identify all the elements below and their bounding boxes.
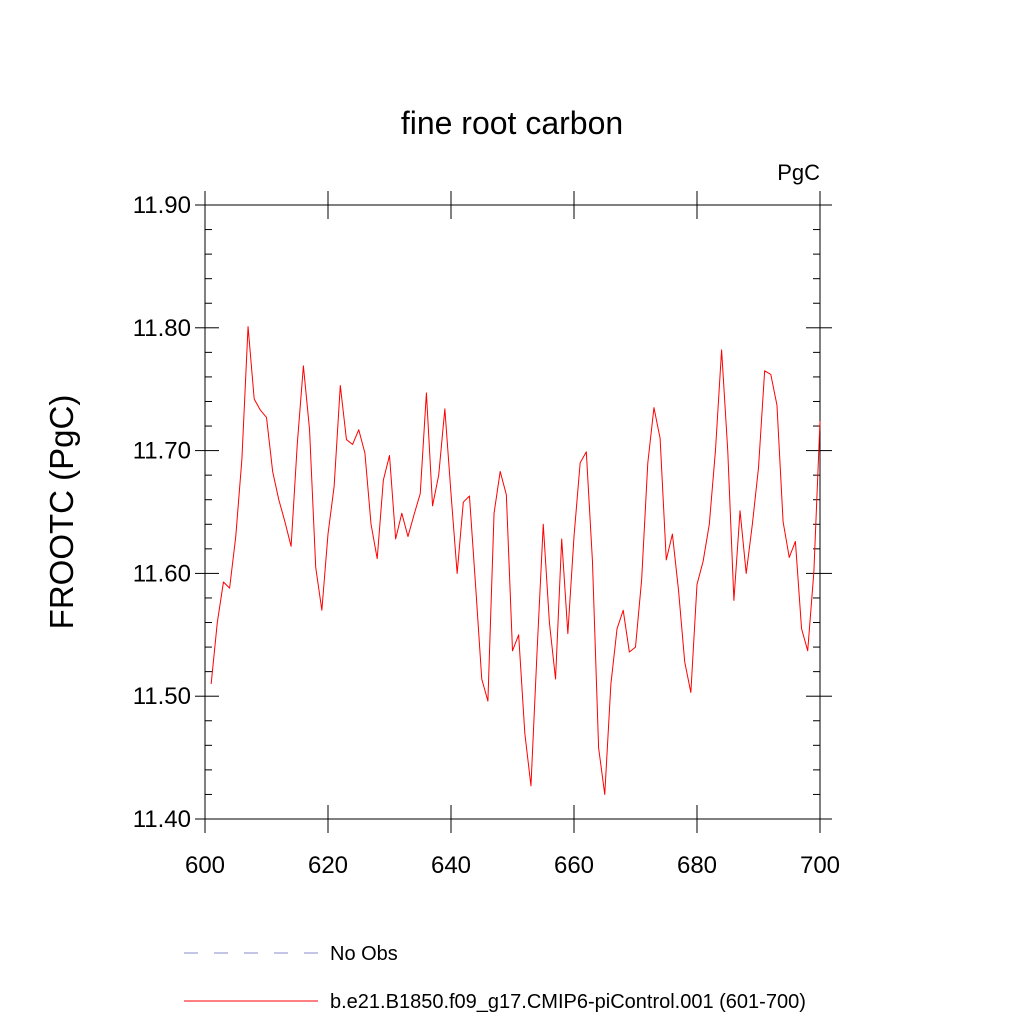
y-tick-label: 11.50 (133, 683, 191, 710)
y-tick-label: 11.70 (133, 438, 191, 465)
x-tick-label: 600 (185, 852, 225, 879)
chart-title: fine root carbon (401, 105, 623, 141)
x-axis-ticks: 600 620 640 660 680 700 (185, 191, 840, 879)
series-line-1 (210, 326, 821, 795)
units-label: PgC (777, 160, 820, 185)
x-tick-label: 620 (308, 852, 348, 879)
y-axis-ticks: 11.40 11.50 11.60 11.70 11.80 11.90 (133, 192, 832, 833)
x-tick-label: 700 (800, 852, 840, 879)
legend: No Obs b.e21.B1850.f09_g17.CMIP6-piContr… (184, 943, 806, 1013)
y-tick-label: 11.80 (133, 315, 191, 342)
x-tick-label: 680 (677, 852, 717, 879)
y-tick-label: 11.60 (133, 560, 191, 587)
y-tick-label: 11.40 (133, 806, 191, 833)
y-axis-label: FROOTC (PgC) (43, 395, 80, 630)
x-tick-label: 640 (431, 852, 471, 879)
series-layer (210, 326, 821, 795)
legend-label-control-run: b.e21.B1850.f09_g17.CMIP6-piControl.001 … (330, 991, 806, 1013)
plot-frame (204, 204, 821, 820)
y-tick-label: 11.90 (133, 192, 191, 219)
legend-label-no-obs: No Obs (330, 943, 398, 965)
x-tick-label: 660 (554, 852, 594, 879)
